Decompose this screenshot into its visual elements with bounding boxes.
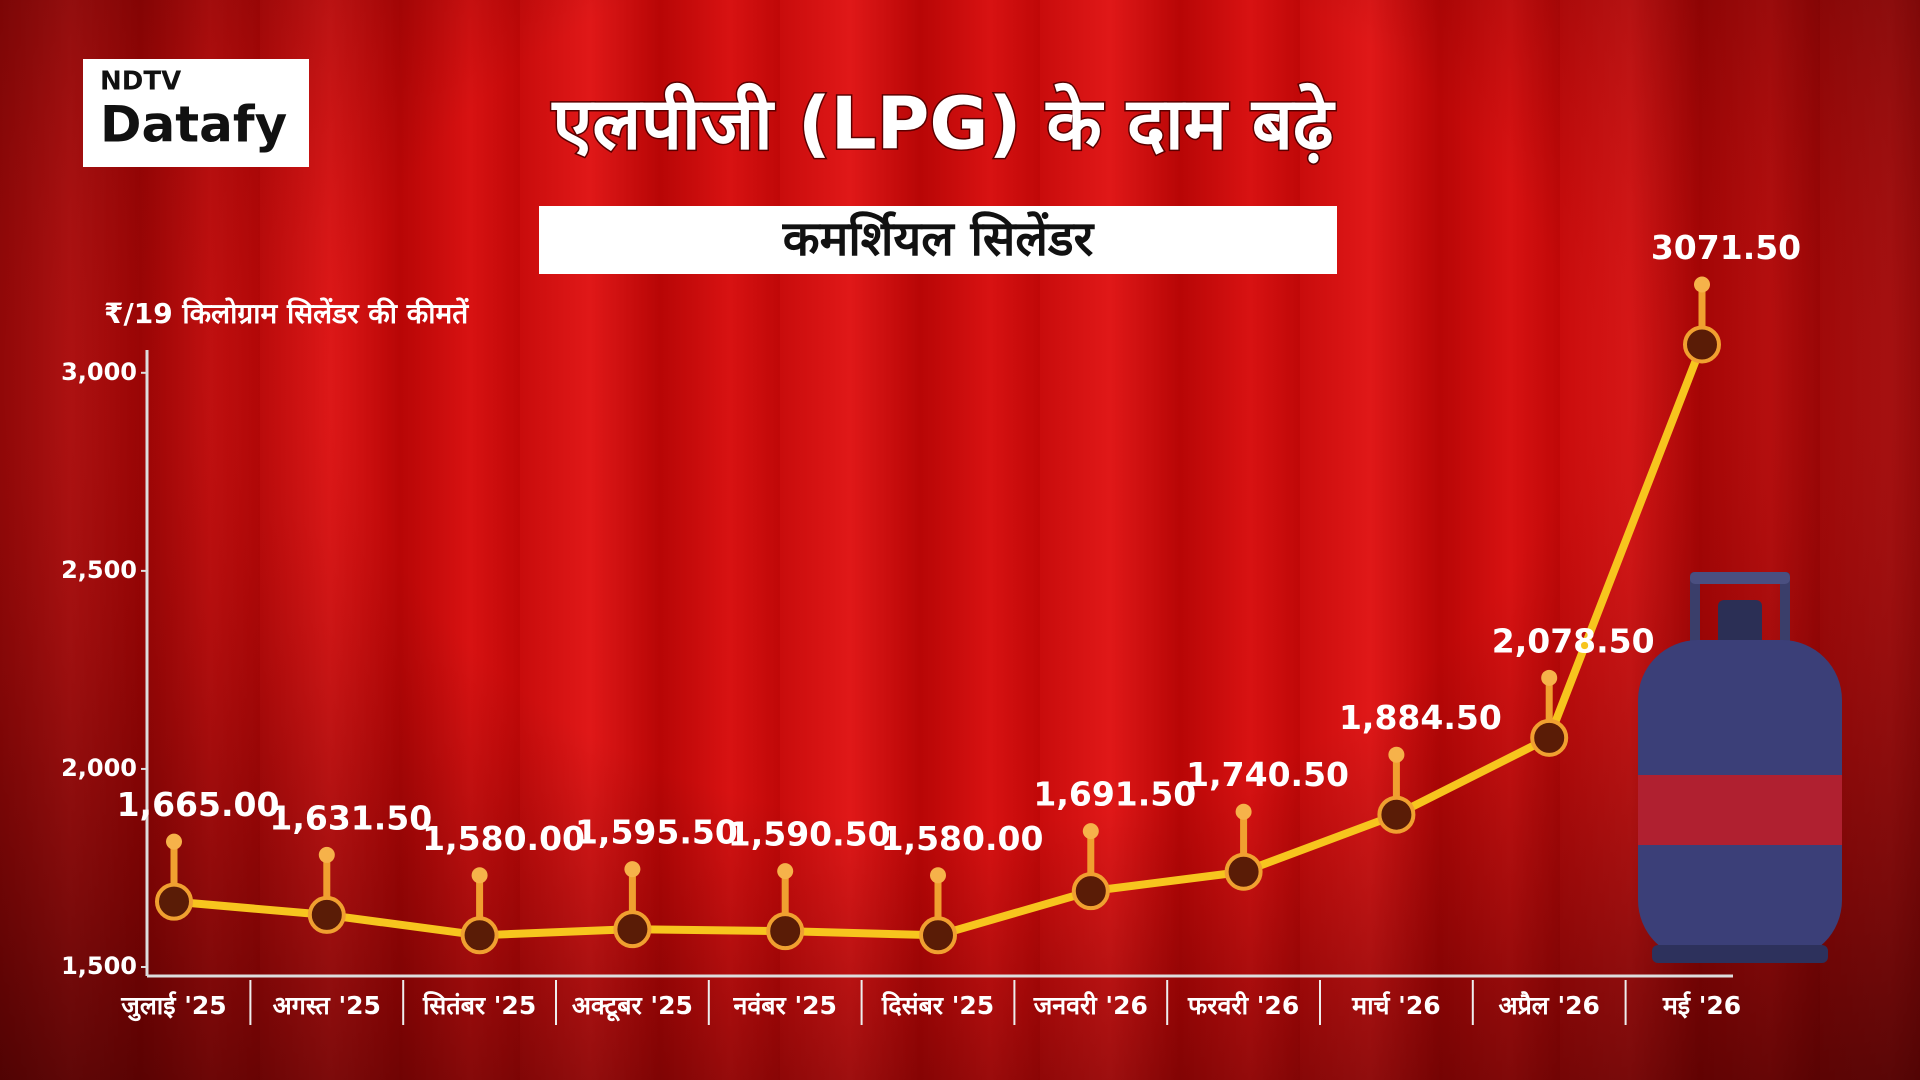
logo-box [83, 59, 309, 167]
logo-bottom: Datafy [100, 96, 287, 154]
value-label: 1,631.50 [269, 798, 432, 837]
pin-head [1694, 276, 1710, 293]
point [1530, 718, 1569, 757]
x-tick-label: नवंबर '25 [732, 991, 836, 1020]
logo-top: NDTV [100, 67, 181, 97]
x-tick-label: मई '26 [1662, 991, 1741, 1020]
x-tick-label: दिसंबर '25 [881, 991, 994, 1020]
point [919, 916, 957, 955]
x-tick-label: अप्रैल '26 [1498, 991, 1599, 1020]
y-tick-label: 3,000 [61, 358, 137, 386]
value-label: 1,691.50 [1033, 775, 1196, 814]
value-label: 1,595.50 [575, 813, 738, 852]
x-tick-label: जुलाई '25 [120, 991, 226, 1022]
pin-head [1235, 803, 1252, 820]
chart-title: एलपीजी (LPG) के दाम बढ़े [551, 82, 1336, 166]
x-tick-label: अक्टूबर '25 [572, 991, 693, 1022]
point [1071, 872, 1110, 911]
value-label: 2,078.50 [1492, 621, 1655, 660]
cylinder [1638, 572, 1842, 963]
pin-head [930, 867, 946, 884]
x-tick-label: मार्च '26 [1351, 991, 1440, 1020]
x-tick-label: सितंबर '25 [422, 991, 536, 1020]
y-tick-label: 2,500 [61, 556, 137, 584]
pin-head [624, 861, 641, 878]
pin-head [777, 863, 794, 880]
pin-head [471, 867, 488, 884]
subtitle-box [539, 206, 1337, 274]
x-tick-label: अगस्त '25 [273, 991, 381, 1020]
x-tick-label: फरवरी '26 [1187, 991, 1299, 1020]
chart-subtitle: कमर्शियल सिलेंडर [782, 211, 1096, 267]
point [155, 882, 193, 921]
pin-head [1541, 669, 1558, 686]
pin-head [1388, 746, 1405, 763]
pin-head [166, 833, 182, 850]
value-label: 1,580.00 [422, 819, 585, 858]
x-tick-label: जनवरी '26 [1033, 991, 1148, 1020]
pin-head [1082, 823, 1099, 840]
value-label: 1,580.00 [881, 819, 1044, 858]
value-label: 1,665.00 [117, 785, 280, 824]
y-axis-label: ₹/19 किलोग्राम सिलेंडर की कीमतें [104, 297, 469, 330]
point [1683, 325, 1721, 364]
point [766, 912, 805, 951]
pin-head [318, 846, 335, 863]
point [613, 910, 652, 949]
point [1224, 852, 1263, 891]
y-tick-label: 1,500 [61, 952, 137, 980]
value-label: 3071.50 [1651, 228, 1801, 267]
value-label: 1,740.50 [1186, 755, 1349, 794]
value-label: 1,884.50 [1339, 698, 1502, 737]
point [1377, 795, 1416, 834]
point [460, 916, 499, 955]
y-tick-label: 2,000 [61, 754, 137, 782]
value-label: 1,590.50 [728, 815, 891, 854]
point [307, 895, 346, 934]
